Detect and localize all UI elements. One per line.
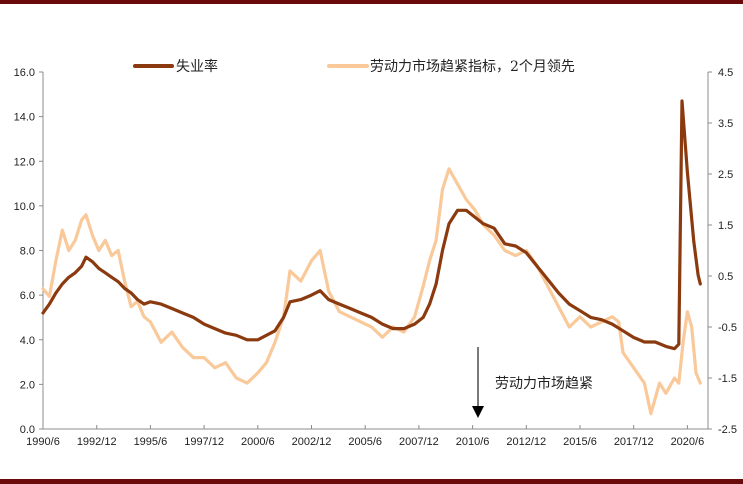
left-y-axis: 0.0 2.0 4.0 6.0 8.0 10.0 12.0 14.0 16.0 [14, 67, 44, 436]
left-tick-label: 12.0 [14, 156, 35, 168]
left-tick-label: 0.0 [20, 424, 35, 436]
top-border-bar [0, 0, 743, 4]
right-y-axis: -2.5 -1.5 -0.5 0.5 1.5 2.5 3.5 4.5 [707, 67, 737, 436]
x-tick-label: 2007/12 [399, 436, 439, 448]
x-tick-label: 2015/6 [563, 436, 597, 448]
x-axis: 1990/6 1992/12 1995/6 1997/12 2000/6 2002/12 2… [26, 425, 708, 448]
x-tick-label: 2000/6 [241, 436, 275, 448]
right-tick-label: 2.5 [718, 169, 733, 181]
x-tick-label: 2012/12 [506, 436, 546, 448]
arrow-head-icon [472, 406, 484, 418]
x-tick-label: 2002/12 [292, 436, 332, 448]
bottom-border-bar [0, 479, 743, 484]
left-tick-label: 10.0 [14, 201, 35, 213]
x-tick-label: 1992/12 [77, 436, 117, 448]
left-tick-label: 2.0 [20, 379, 35, 391]
right-tick-label: 1.5 [718, 220, 733, 232]
right-tick-label: 4.5 [718, 67, 733, 79]
legend-label-labor-tightness: 劳动力市场趋紧指标，2个月领先 [370, 58, 575, 75]
annotation: 劳动力市场趋紧 [472, 347, 593, 418]
x-tick-label: 2005/6 [348, 436, 382, 448]
right-tick-label: -0.5 [718, 322, 737, 334]
right-tick-label: -1.5 [718, 373, 737, 385]
x-tick-label: 2020/6 [671, 436, 705, 448]
x-tick-label: 2017/12 [614, 436, 654, 448]
unemployment-rate-line [41, 99, 702, 351]
x-tick-label: 1995/6 [134, 436, 168, 448]
right-tick-label: 0.5 [718, 271, 733, 283]
series-layer [41, 99, 702, 416]
legend: 失业率 劳动力市场趋紧指标，2个月领先 [133, 58, 575, 75]
left-tick-label: 8.0 [20, 246, 35, 258]
x-tick-label: 2010/6 [456, 436, 490, 448]
labor-tightness-line [41, 167, 702, 416]
left-tick-label: 16.0 [14, 67, 35, 79]
left-tick-label: 14.0 [14, 112, 35, 124]
left-tick-label: 6.0 [20, 290, 35, 302]
right-tick-label: -2.5 [718, 424, 737, 436]
annotation-label: 劳动力市场趋紧 [495, 375, 593, 392]
x-tick-label: 1997/12 [184, 436, 224, 448]
x-tick-label: 1990/6 [26, 436, 60, 448]
right-tick-label: 3.5 [718, 118, 733, 130]
legend-label-unemployment: 失业率 [176, 58, 218, 75]
left-tick-label: 4.0 [20, 335, 35, 347]
